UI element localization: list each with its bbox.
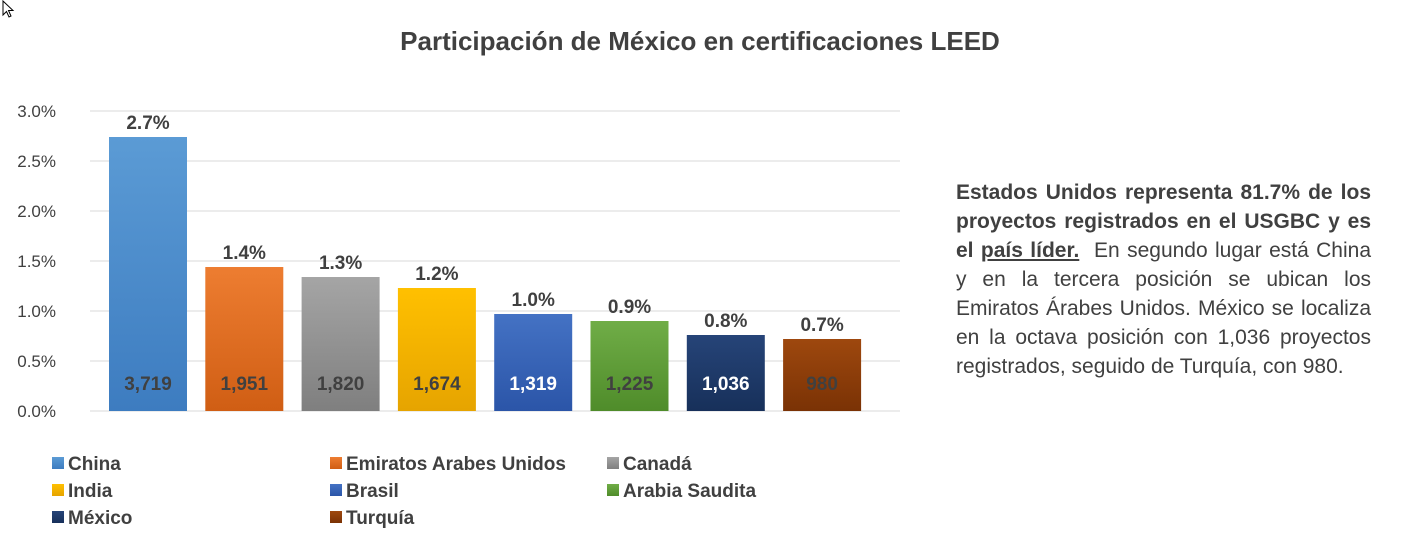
legend-swatch — [330, 484, 342, 496]
y-tick-label: 0.5% — [17, 352, 56, 371]
legend-label: Canadá — [623, 454, 692, 475]
legend-label: India — [68, 481, 113, 502]
bar-percent-label: 1.0% — [512, 290, 555, 311]
bar-percent-label: 1.4% — [223, 243, 266, 264]
legend-swatch — [330, 457, 342, 469]
summary-bold-text: Estados Unidos representa 81.7% de los p… — [956, 181, 1371, 262]
legend-label: Turquía — [346, 508, 415, 529]
bar-count-label: 1,951 — [221, 374, 269, 395]
bar — [686, 335, 765, 411]
bar-count-label: 1,319 — [509, 374, 557, 395]
y-tick-label: 2.0% — [17, 202, 56, 221]
y-tick-label: 0.0% — [17, 402, 56, 421]
y-tick-label: 3.0% — [17, 102, 56, 121]
legend-swatch — [607, 484, 619, 496]
legend-swatch — [330, 511, 342, 523]
bar-percent-label: 2.7% — [126, 113, 169, 134]
bar-count-label: 980 — [806, 374, 838, 395]
bar — [301, 277, 380, 411]
bar-count-label: 1,820 — [317, 374, 365, 395]
y-tick-label: 1.0% — [17, 302, 56, 321]
bar-percent-label: 0.8% — [704, 311, 747, 332]
legend-swatch — [52, 457, 64, 469]
y-tick-label: 1.5% — [17, 252, 56, 271]
legend-swatch — [52, 511, 64, 523]
bar-percent-label: 0.7% — [800, 315, 843, 336]
bar-percent-label: 1.2% — [415, 264, 458, 285]
bar — [590, 321, 669, 411]
mouse-cursor-icon — [2, 0, 15, 18]
legend-label: Arabia Saudita — [623, 481, 756, 502]
y-tick-label: 2.5% — [17, 152, 56, 171]
legend-swatch — [52, 484, 64, 496]
legend: China Emiratos Arabes Unidos Canadá India Br… — [52, 454, 756, 529]
legend-label: Emiratos Arabes Unidos — [346, 454, 566, 475]
legend-swatch — [607, 457, 619, 469]
legend-label: México — [68, 508, 132, 529]
bar-count-label: 1,674 — [413, 374, 461, 395]
bar — [397, 288, 476, 411]
bar — [109, 137, 187, 411]
summary-underlined-text: país líder. — [980, 239, 1080, 262]
chart-title: Participación de México en certificacion… — [400, 26, 1000, 56]
bar-count-label: 3,719 — [124, 374, 172, 395]
bar-percent-label: 0.9% — [608, 297, 651, 318]
legend-label: China — [68, 454, 121, 475]
bar — [494, 314, 573, 411]
bars: 2.7% 3,719 1.4% 1,951 1.3% 1,820 1.2% 1,674 1.0%… — [109, 113, 862, 411]
bar-count-label: 1,225 — [606, 374, 654, 395]
legend-label: Brasil — [346, 481, 399, 502]
summary-paragraph: Estados Unidos representa 81.7% de los p… — [956, 178, 1371, 381]
bar-percent-label: 1.3% — [319, 253, 362, 274]
bar — [205, 267, 284, 411]
y-axis: 3.0% 2.5% 2.0% 1.5% 1.0% 0.5% 0.0% — [17, 102, 56, 421]
summary-regular-text: En segundo lugar está China y en la terc… — [956, 239, 1371, 378]
bar-count-label: 1,036 — [702, 374, 750, 395]
bar — [783, 339, 862, 411]
